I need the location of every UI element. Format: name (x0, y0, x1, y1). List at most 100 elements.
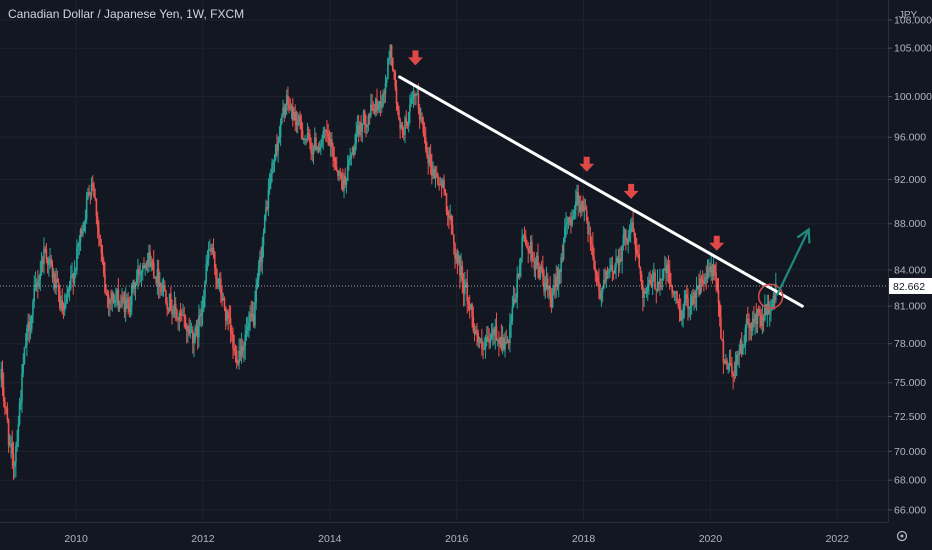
candle (556, 266, 559, 291)
candle-body (729, 363, 732, 366)
candle-body (93, 186, 95, 198)
candle (304, 135, 306, 146)
time-axis[interactable]: 2010 2012 2014 2016 2018 2020 2022 (0, 522, 888, 546)
candle-body (534, 266, 537, 270)
candle (601, 285, 604, 303)
candle (112, 292, 115, 304)
candle (424, 126, 427, 153)
candle-body (118, 305, 121, 309)
candle-body (505, 342, 508, 344)
candle (61, 288, 64, 315)
candle (260, 247, 262, 272)
candle (115, 287, 117, 308)
candle-body (402, 133, 405, 136)
candle (725, 354, 727, 365)
candle-body (67, 288, 70, 292)
candle-body (766, 303, 769, 316)
candle (478, 336, 481, 349)
candle-body (96, 216, 99, 228)
candle (732, 370, 734, 390)
candle (307, 126, 310, 141)
candle-body (655, 289, 658, 291)
candle-body (115, 299, 117, 301)
candle-body (324, 130, 327, 132)
candle (518, 258, 521, 281)
candle (748, 313, 750, 342)
candle-body (87, 192, 89, 200)
candle-body (423, 132, 426, 138)
candle-body (296, 122, 299, 125)
candle-body (196, 326, 199, 338)
candle-body (467, 301, 470, 305)
candle-body (557, 269, 560, 286)
candle (129, 295, 132, 318)
candle-body (734, 363, 737, 377)
candle-body (733, 375, 736, 377)
candle (67, 286, 70, 298)
candle (561, 244, 564, 263)
candle (614, 263, 616, 274)
candle (188, 317, 190, 337)
candle (428, 146, 431, 167)
candle-body (442, 180, 444, 188)
candle-body (54, 273, 56, 289)
candle (148, 244, 150, 273)
candle (640, 271, 643, 290)
candle-body (714, 264, 716, 273)
candle-body (701, 280, 704, 283)
candle (756, 308, 759, 334)
candle-body (298, 115, 300, 123)
candle (521, 228, 523, 263)
candle (11, 430, 14, 470)
candle (160, 282, 162, 296)
candle-body (98, 227, 100, 235)
candle-body (350, 154, 353, 158)
candle-body (429, 154, 432, 165)
candle (456, 248, 459, 275)
candle (384, 74, 387, 103)
candle-body (396, 103, 399, 110)
candle-body (646, 284, 649, 292)
candle (714, 264, 716, 281)
candle-body (151, 261, 154, 263)
candle-body (553, 285, 555, 293)
candle (66, 285, 68, 304)
candle (172, 305, 175, 318)
candle (432, 161, 434, 179)
candle (611, 256, 614, 282)
candle-body (483, 349, 486, 351)
candle (387, 57, 389, 80)
candle-body (560, 257, 562, 272)
candle-body (759, 312, 761, 315)
candle-body (159, 283, 161, 286)
candle-body (267, 189, 270, 209)
x-tick-label: 2010 (64, 533, 88, 545)
candle-body (509, 324, 511, 343)
candle (734, 351, 737, 379)
candle (754, 312, 756, 335)
candle-body (5, 408, 7, 410)
candle (440, 178, 443, 198)
candle (506, 336, 509, 344)
candle-body (588, 233, 591, 235)
gear-icon[interactable] (896, 530, 908, 542)
down-arrow-marker (623, 183, 639, 199)
candle-body (690, 296, 693, 307)
candle-body (704, 277, 706, 284)
candle-body (12, 453, 15, 467)
candle (212, 238, 215, 259)
candle (489, 333, 492, 349)
candle (121, 288, 123, 309)
candle-body (689, 306, 692, 309)
candle-body (466, 282, 469, 302)
candle-body (459, 255, 461, 277)
price-axis[interactable]: 108.000 105.000 100.000 96.000 92.000 88.000 8… (888, 0, 932, 550)
candle (562, 237, 565, 262)
candle (703, 273, 705, 292)
candle (533, 252, 536, 277)
candle (649, 270, 651, 285)
candle (701, 270, 704, 287)
candle-body (770, 309, 772, 312)
